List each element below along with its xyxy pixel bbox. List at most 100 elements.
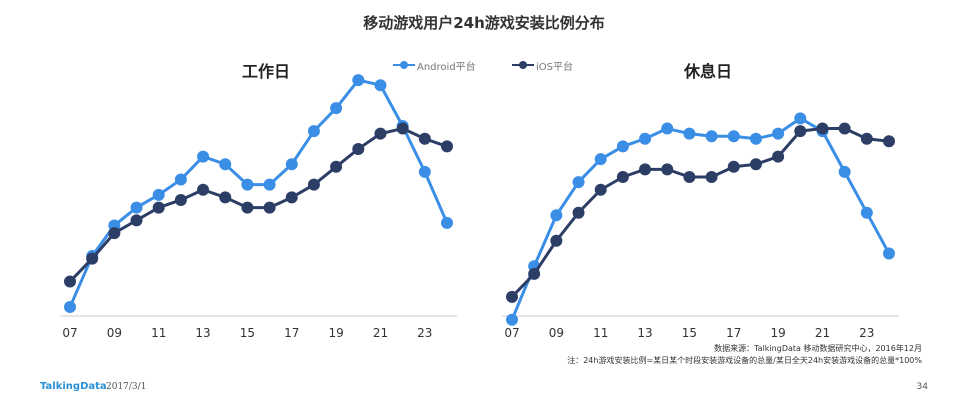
data-point-android bbox=[285, 158, 298, 171]
x-tick-label: 23 bbox=[417, 326, 432, 340]
data-point-android bbox=[883, 247, 895, 260]
data-point-ios bbox=[661, 163, 674, 176]
data-point-android bbox=[616, 140, 629, 153]
data-point-ios bbox=[130, 214, 143, 227]
data-point-ios bbox=[441, 140, 453, 153]
x-tick-label: 13 bbox=[195, 326, 210, 340]
data-point-ios bbox=[219, 191, 232, 204]
data-point-ios bbox=[860, 132, 873, 145]
x-tick-label: 21 bbox=[373, 326, 388, 340]
footnote-note: 注：24h游戏安装比例=某日某个时段安装游戏设备的总量/某日全天24h安装游戏设… bbox=[567, 356, 922, 365]
data-point-ios bbox=[572, 206, 585, 219]
series-line-android bbox=[510, 116, 891, 321]
panel-title-weekday: 工作日 bbox=[242, 62, 291, 81]
data-point-ios bbox=[307, 178, 320, 191]
x-tick-label: 15 bbox=[240, 326, 255, 340]
data-point-ios bbox=[263, 201, 276, 214]
data-point-android bbox=[683, 127, 696, 140]
x-tick-label: 21 bbox=[815, 326, 830, 340]
legend-android-marker bbox=[393, 61, 415, 69]
data-point-ios bbox=[772, 150, 785, 163]
data-point-android bbox=[550, 209, 563, 222]
data-point-ios bbox=[108, 227, 121, 240]
data-point-android bbox=[241, 178, 254, 191]
data-point-android bbox=[374, 79, 387, 92]
data-point-ios bbox=[838, 122, 851, 135]
data-point-android bbox=[727, 130, 740, 143]
data-point-ios bbox=[594, 183, 607, 196]
data-point-ios bbox=[174, 193, 187, 206]
footer-date: 2017/3/1 bbox=[106, 382, 147, 392]
data-point-ios bbox=[749, 158, 762, 171]
series-line-ios bbox=[510, 127, 890, 298]
series-line-android bbox=[68, 78, 449, 308]
data-point-android bbox=[794, 112, 807, 125]
panel-title-weekend: 休息日 bbox=[684, 62, 733, 81]
brand-logo-text: TalkingData bbox=[40, 381, 107, 392]
data-point-android bbox=[506, 313, 518, 326]
legend-ios: iOS平台 bbox=[512, 58, 573, 73]
data-point-android bbox=[307, 125, 320, 138]
data-point-ios bbox=[352, 142, 365, 155]
data-point-android bbox=[661, 122, 674, 135]
data-point-ios bbox=[374, 127, 387, 140]
data-point-ios bbox=[396, 122, 409, 135]
footnote-source: 数据来源：TalkingData 移动数据研究中心，2016年12月 bbox=[714, 344, 922, 353]
data-point-ios bbox=[86, 252, 99, 265]
data-point-ios bbox=[639, 163, 652, 176]
legend-android-label: Android平台 bbox=[417, 61, 476, 73]
data-point-ios bbox=[794, 125, 807, 138]
data-point-ios bbox=[705, 171, 718, 183]
x-tick-label: 09 bbox=[107, 326, 122, 340]
legend-ios-label: iOS平台 bbox=[536, 61, 573, 73]
x-tick-label: 07 bbox=[62, 326, 77, 340]
chart-weekday: 07 09 11 13 15 17 19 21 23 bbox=[60, 74, 457, 340]
x-tick-label: 13 bbox=[637, 326, 652, 340]
data-point-android bbox=[705, 130, 718, 143]
data-point-android bbox=[64, 301, 76, 314]
data-point-ios bbox=[816, 122, 829, 135]
series-line-ios bbox=[68, 127, 448, 283]
data-point-android bbox=[594, 153, 607, 166]
data-point-android bbox=[441, 216, 453, 229]
x-tick-label: 11 bbox=[593, 326, 608, 340]
data-point-ios bbox=[64, 275, 76, 288]
data-point-android bbox=[152, 188, 165, 201]
x-tick-label: 07 bbox=[504, 326, 519, 340]
data-point-android bbox=[838, 165, 851, 178]
data-point-ios bbox=[418, 132, 431, 145]
data-point-ios bbox=[683, 171, 696, 183]
data-point-android bbox=[749, 132, 762, 145]
data-point-ios bbox=[285, 191, 298, 204]
x-tick-label: 15 bbox=[682, 326, 697, 340]
data-point-ios bbox=[528, 267, 541, 280]
data-point-android bbox=[418, 165, 431, 178]
data-point-ios bbox=[883, 135, 895, 148]
data-point-android bbox=[639, 132, 652, 145]
chart-weekend: 07 09 11 13 15 17 19 21 23 bbox=[502, 112, 899, 340]
data-point-android bbox=[860, 206, 873, 219]
data-point-ios bbox=[197, 183, 210, 196]
data-point-android bbox=[772, 127, 785, 140]
x-tick-label: 19 bbox=[770, 326, 785, 340]
data-point-android bbox=[352, 74, 365, 87]
x-tick-label: 23 bbox=[859, 326, 874, 340]
x-tick-label: 17 bbox=[284, 326, 299, 340]
data-point-android bbox=[174, 173, 187, 186]
data-point-ios bbox=[330, 160, 343, 173]
x-tick-label: 19 bbox=[328, 326, 343, 340]
data-point-android bbox=[130, 201, 143, 214]
data-point-ios bbox=[727, 160, 740, 173]
page-number: 34 bbox=[916, 382, 928, 392]
data-point-android bbox=[263, 178, 276, 191]
data-point-android bbox=[330, 102, 343, 115]
data-point-ios bbox=[616, 171, 629, 183]
data-point-android bbox=[219, 158, 232, 171]
data-point-ios bbox=[550, 234, 563, 247]
data-point-android bbox=[572, 176, 585, 189]
x-tick-label: 09 bbox=[549, 326, 564, 340]
data-point-ios bbox=[152, 201, 165, 214]
data-point-android bbox=[197, 150, 210, 163]
legend-android: Android平台 bbox=[393, 58, 476, 73]
